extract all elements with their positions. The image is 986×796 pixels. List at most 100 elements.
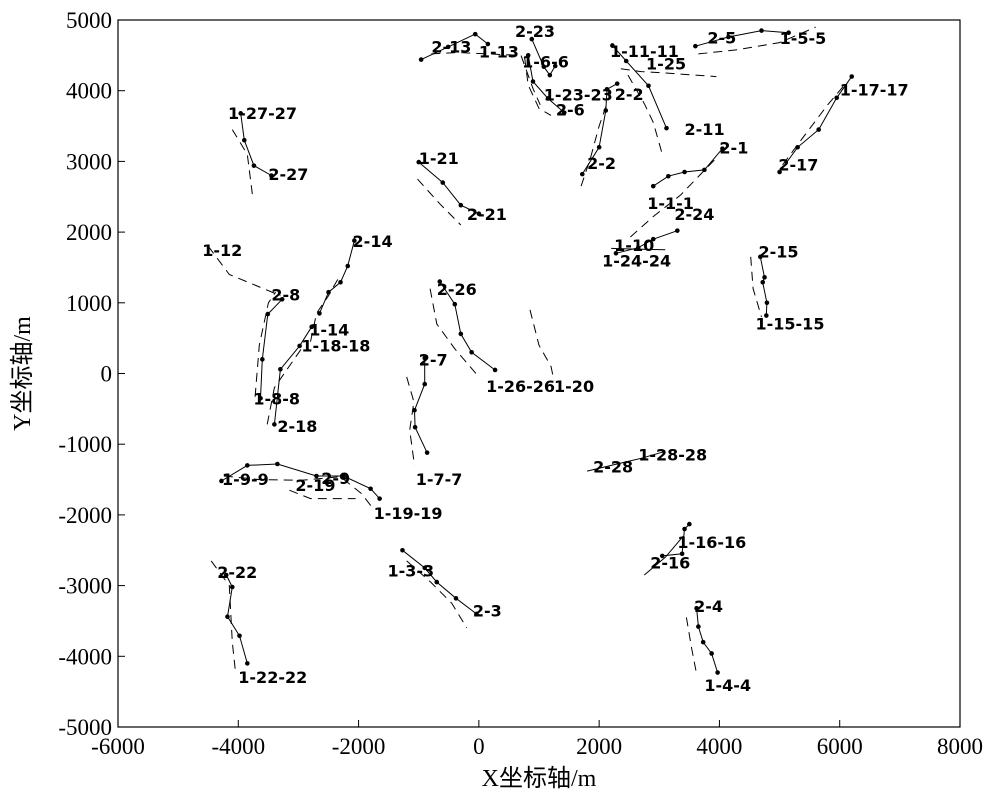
track-point (422, 381, 428, 387)
track-point (338, 279, 343, 285)
track-label: 1-7-7 (416, 470, 463, 489)
track-point (849, 74, 855, 79)
y-tick-label: -5000 (58, 715, 112, 740)
track-2-17 (782, 83, 847, 166)
track-point (265, 311, 271, 317)
track-label: 2-17 (778, 156, 818, 175)
track-1-3-3 (402, 549, 477, 615)
track-label: 1-22-22 (238, 668, 307, 687)
track-2-5 (695, 30, 789, 47)
track-label: 1-9-9 (222, 470, 269, 489)
track-2-23 (531, 38, 556, 77)
x-axis-title: X坐标轴/m (482, 765, 597, 792)
track-label: 1-4-4 (704, 676, 751, 695)
track-point (278, 366, 283, 372)
track-point (238, 111, 243, 116)
track-point (225, 614, 230, 620)
track-1-14 (310, 274, 341, 342)
y-tick-label: 4000 (66, 79, 112, 104)
x-tick-label: 0 (473, 734, 485, 759)
track-point (269, 173, 274, 178)
track-point (604, 86, 610, 92)
track-label: 2-11 (685, 120, 725, 139)
y-tick-label: 0 (101, 362, 113, 387)
y-tick-label: 1000 (66, 291, 112, 316)
track-1-5-5 (698, 26, 816, 55)
track-point (434, 579, 440, 585)
track-point (715, 670, 720, 675)
x-tick-label: -6000 (91, 734, 145, 759)
track-point (682, 169, 687, 175)
track-point (682, 526, 687, 532)
track-label: 1-26-26 (486, 377, 555, 396)
track-label: 1-8-8 (253, 390, 300, 409)
track-label: 1-17-17 (840, 81, 909, 100)
track-label: 1-28-28 (638, 445, 707, 464)
track-label: 2-4 (694, 597, 723, 616)
track-1-27-27 (240, 113, 272, 176)
track-point (412, 424, 418, 430)
track-point (345, 263, 351, 269)
track-2-21 (417, 178, 462, 226)
track-2-4 (685, 617, 698, 675)
track-label: 2-24 (674, 205, 714, 224)
track-1-15-15 (750, 256, 762, 318)
track-2-28 (586, 450, 666, 472)
track-1-4-4 (696, 608, 719, 673)
track-2-24 (615, 230, 678, 254)
track-label: 1-21 (419, 149, 459, 168)
track-point (418, 57, 424, 62)
plot-area-frame (117, 19, 961, 728)
track-label: 1-11-11 (610, 42, 679, 61)
track-point (352, 238, 357, 243)
track-labels-layer: 2-13 1-132-231-6-61-23-232-61-11-111-252-… (202, 22, 908, 695)
track-2-2 (580, 91, 612, 187)
track-point (472, 31, 478, 37)
track-point (610, 43, 615, 48)
track-label: 2-19 (295, 476, 335, 495)
track-point (693, 43, 698, 49)
track-label: 2-7 (419, 351, 448, 370)
track-point (764, 300, 770, 306)
track-point (764, 313, 769, 318)
track-2-9 (223, 475, 374, 510)
track-label: 2-18 (277, 417, 317, 436)
track-label: 1-13 (479, 42, 519, 61)
track-2-19 (289, 489, 356, 500)
track-2-3 (406, 560, 468, 629)
track-point (541, 64, 547, 69)
track-point (377, 496, 382, 501)
x-tick-label: 6000 (817, 734, 863, 759)
track-point (458, 202, 464, 208)
track-point (341, 473, 346, 479)
track-point (545, 96, 551, 101)
track-1-13 (431, 51, 541, 106)
track-label: 1-6-6 (522, 52, 569, 71)
track-label: 1-15-15 (756, 315, 825, 334)
track-point (242, 137, 247, 143)
track-point (476, 211, 482, 217)
track-label: 1-27-27 (228, 104, 297, 123)
track-label: 2-16 (650, 554, 690, 573)
track-label: 2-6 (556, 100, 585, 119)
track-point (552, 63, 558, 69)
track-point (834, 95, 840, 101)
track-point (687, 521, 692, 527)
track-point (709, 651, 714, 656)
track-label: 2-9 (321, 469, 350, 488)
track-point (422, 355, 428, 361)
track-point (525, 53, 531, 58)
track-point (675, 228, 680, 233)
track-2-16 (643, 535, 684, 576)
track-point (474, 611, 479, 617)
track-point (758, 254, 763, 260)
track-point (561, 110, 567, 115)
track-2-7 (413, 357, 428, 453)
track-point (759, 28, 764, 33)
track-2-18 (266, 348, 302, 425)
track-2-15 (759, 256, 768, 316)
track-point (816, 127, 821, 132)
y-tick-label: 5000 (66, 8, 112, 33)
tracks-layer (207, 26, 855, 675)
